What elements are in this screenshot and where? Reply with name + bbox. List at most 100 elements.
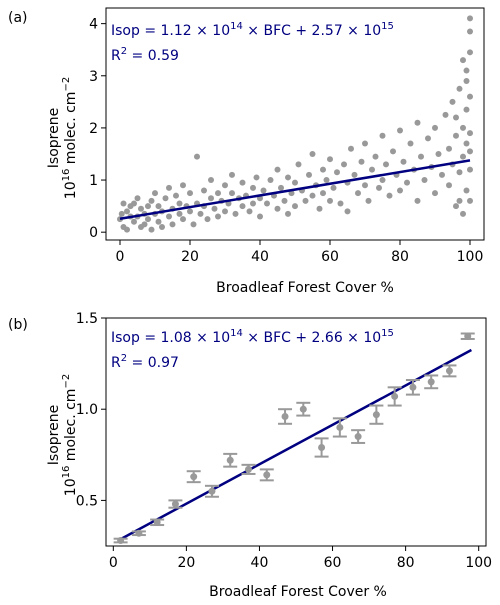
scatter-point — [358, 158, 365, 165]
scatter-point — [323, 177, 330, 184]
y-tick-label: 1.5 — [76, 311, 98, 327]
scatter-point — [351, 171, 358, 178]
scatter-point — [141, 221, 148, 228]
scatter-point — [460, 57, 466, 64]
scatter-point — [390, 148, 396, 155]
scatter-point — [362, 140, 368, 147]
x-tick-label: 60 — [321, 249, 339, 265]
data-point — [190, 473, 198, 481]
panel-a-y-axis-label: Isoprene 1016 molec. cm−2 — [46, 77, 79, 199]
scatter-point — [253, 174, 260, 181]
scatter-point — [463, 67, 470, 74]
y-tick-label: 0 — [89, 225, 98, 241]
data-point — [171, 500, 179, 508]
data-point — [445, 367, 453, 375]
scatter-point — [453, 114, 459, 121]
scatter-point — [285, 210, 291, 217]
panel-a: (a) 0 20 40 60 80 100 0 1 2 3 4 Isop = 1.12 × 101… — [8, 7, 485, 296]
data-point — [153, 518, 161, 526]
scatter-point — [453, 132, 459, 139]
scatter-point — [407, 140, 414, 147]
scatter-point — [267, 177, 274, 184]
scatter-point — [355, 190, 361, 197]
scatter-point — [453, 203, 459, 210]
svg-text:1016 molec. cm−2: 1016 molec. cm−2 — [61, 374, 79, 496]
scatter-point — [348, 145, 354, 152]
scatter-point — [187, 208, 193, 215]
panel-a-y-ticks: 0 1 2 3 4 — [89, 17, 106, 241]
scatter-point — [155, 203, 162, 210]
panel-b-equation: Isop = 1.08 × 1014 × BFC + 2.66 × 1015 — [111, 328, 394, 346]
scatter-point — [138, 205, 144, 212]
scatter-point — [306, 171, 312, 178]
scatter-point — [397, 187, 403, 194]
scatter-point — [229, 171, 235, 178]
scatter-point — [215, 190, 221, 197]
scatter-point — [124, 226, 130, 233]
scatter-point — [148, 197, 155, 204]
scatter-point — [208, 195, 214, 202]
scatter-point — [414, 119, 421, 126]
panel-a-r-squared: R2 = 0.59 — [111, 46, 179, 64]
scatter-point — [460, 124, 466, 131]
panel-b-y-ticks: 0.5 1.0 1.5 — [76, 311, 106, 509]
scatter-point — [295, 161, 302, 168]
panel-a-equation: Isop = 1.12 × 1014 × BFC + 2.57 × 1015 — [111, 21, 394, 39]
scatter-point — [341, 161, 347, 168]
panel-b-r-squared: R2 = 0.97 — [111, 353, 179, 371]
scatter-point — [463, 140, 470, 147]
data-point — [281, 412, 289, 420]
y-tick-label: 1 — [89, 173, 98, 189]
scatter-point — [215, 213, 221, 220]
data-point — [372, 411, 380, 419]
panel-b-fit-line — [120, 348, 472, 541]
scatter-point — [278, 184, 284, 191]
scatter-point — [194, 153, 200, 160]
x-tick-label: 80 — [391, 249, 409, 265]
scatter-point — [379, 177, 386, 184]
data-point — [226, 456, 234, 464]
scatter-point — [229, 190, 235, 197]
scatter-point — [118, 210, 125, 217]
svg-text:Isoprene: Isoprene — [46, 405, 62, 465]
scatter-point — [456, 197, 463, 204]
scatter-point — [166, 184, 172, 191]
scatter-point — [190, 221, 197, 228]
scatter-point — [435, 150, 442, 157]
scatter-point — [467, 93, 473, 100]
panel-b-label: (b) — [8, 317, 28, 333]
scatter-point — [376, 184, 382, 191]
scatter-point — [131, 218, 137, 225]
panel-a-fit-line — [119, 159, 471, 221]
scatter-point — [232, 210, 239, 217]
scatter-point — [400, 158, 407, 165]
data-point — [336, 423, 344, 431]
scatter-point — [222, 182, 228, 189]
scatter-point — [246, 208, 253, 215]
scatter-point — [309, 150, 316, 157]
panel-b-fit — [120, 348, 472, 541]
scatter-point — [152, 190, 158, 197]
y-tick-label: 0.5 — [76, 493, 98, 509]
data-point — [135, 529, 143, 537]
scatter-point — [264, 200, 270, 207]
scatter-point — [320, 190, 326, 197]
scatter-point — [162, 195, 169, 202]
scatter-point — [467, 15, 473, 22]
scatter-point — [460, 153, 466, 160]
panel-b-plot-frame — [105, 317, 487, 547]
scatter-point — [211, 205, 218, 212]
scatter-point — [134, 195, 141, 202]
y-tick-label: 1.0 — [76, 402, 98, 418]
scatter-point — [197, 210, 204, 217]
y-tick-label: 2 — [89, 121, 98, 137]
scatter-point — [257, 213, 263, 220]
scatter-point — [467, 197, 473, 204]
scatter-point — [467, 166, 473, 173]
scatter-point — [418, 153, 424, 160]
scatter-point — [379, 132, 386, 139]
svg-text:Isoprene: Isoprene — [46, 108, 62, 168]
scatter-point — [365, 197, 372, 204]
data-point — [464, 332, 472, 340]
panel-b-x-axis-label: Broadleaf Forest Cover % — [209, 584, 387, 600]
